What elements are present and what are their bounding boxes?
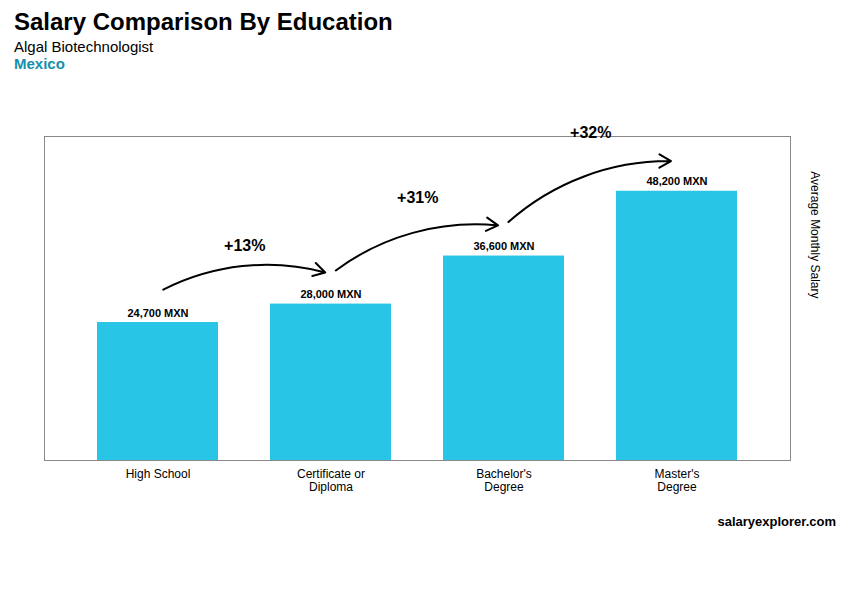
svg-text:Bachelor'sDegree: Bachelor'sDegree — [476, 467, 532, 494]
svg-text:+32%: +32% — [570, 124, 611, 141]
svg-text:48,200 MXN: 48,200 MXN — [646, 175, 707, 187]
svg-text:Master'sDegree: Master'sDegree — [655, 467, 700, 494]
svg-text:28,000 MXN: 28,000 MXN — [300, 288, 361, 300]
svg-text:Average Monthly Salary: Average Monthly Salary — [808, 171, 822, 298]
html-text:Salary Comparison By Education: Salary Comparison By Education — [14, 8, 393, 35]
html-text:Algal Biotechnologist: Algal Biotechnologist — [14, 38, 154, 55]
svg-text:36,600 MXN: 36,600 MXN — [473, 240, 534, 252]
svg-text:Certificate orDiploma: Certificate orDiploma — [297, 467, 365, 494]
html-text:Mexico: Mexico — [14, 55, 65, 72]
svg-text:24,700 MXN: 24,700 MXN — [127, 307, 188, 319]
html-text:salaryexplorer.com: salaryexplorer.com — [717, 514, 836, 529]
svg-text:+13%: +13% — [224, 237, 265, 254]
svg-text:High School: High School — [126, 467, 191, 481]
svg-text:+31%: +31% — [397, 189, 438, 206]
